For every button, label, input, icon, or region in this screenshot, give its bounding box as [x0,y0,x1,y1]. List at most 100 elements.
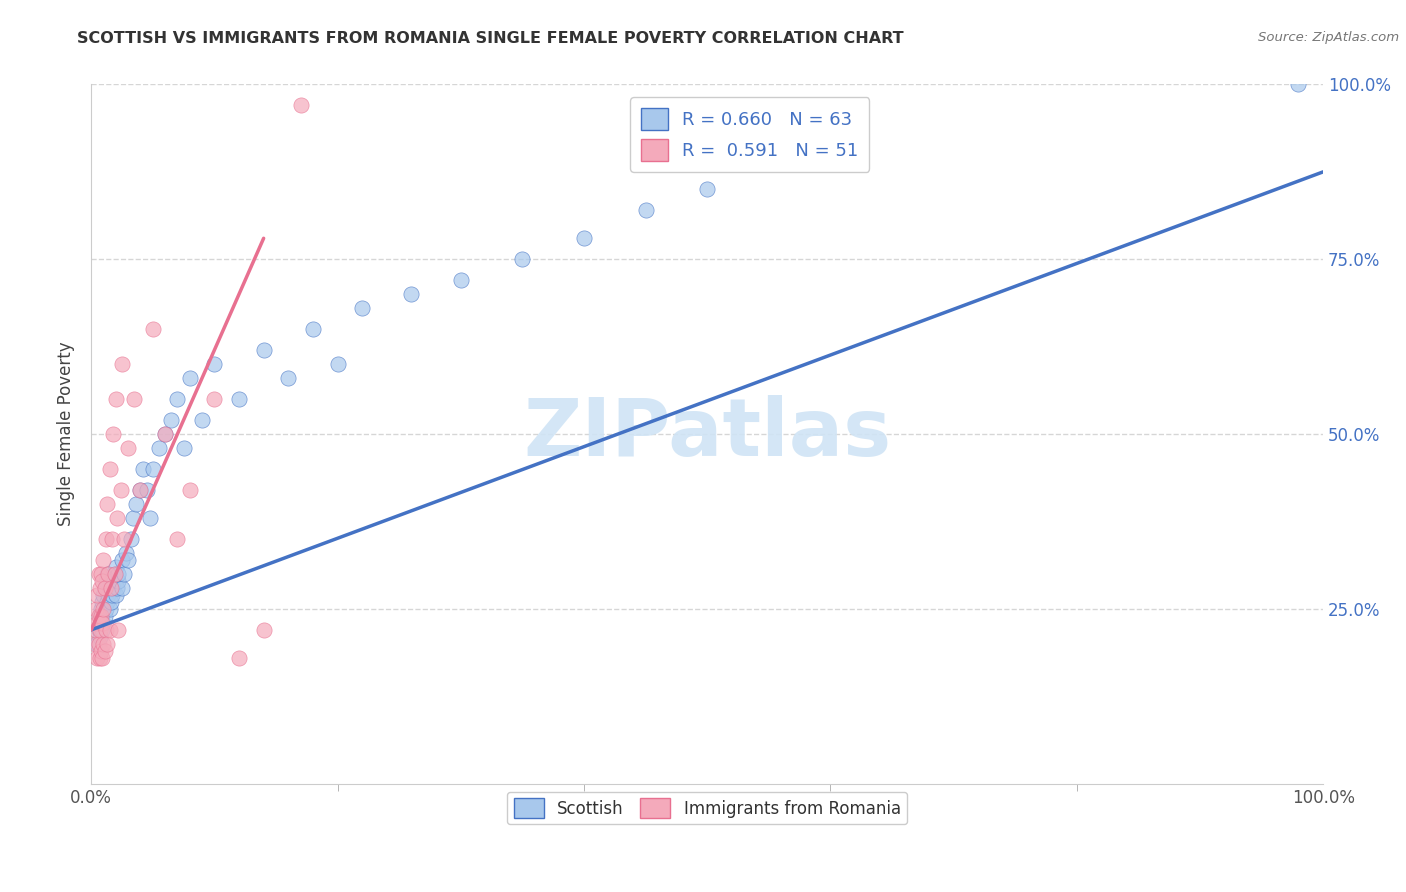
Point [93,553,115,567]
Point [98,581,121,595]
Point [84,602,107,616]
Text: SCOTTISH VS IMMIGRANTS FROM ROMANIA SINGLE FEMALE POVERTY CORRELATION CHART: SCOTTISH VS IMMIGRANTS FROM ROMANIA SING… [77,31,904,46]
Point [96,595,118,609]
Point [112,566,135,581]
Point [166,392,188,406]
Point [90,602,112,616]
Point [122,392,145,406]
Point [91,615,114,630]
Point [166,532,188,546]
Point [132,462,155,476]
Point [103,581,125,595]
Point [110,483,132,497]
Point [93,581,115,595]
Point [101,588,124,602]
Point [111,581,134,595]
Point [107,623,129,637]
Point [111,357,134,371]
Point [87,608,110,623]
Point [96,566,118,581]
Point [87,623,110,637]
Point [148,441,170,455]
Point [117,441,139,455]
Point [114,546,136,560]
Point [96,497,118,511]
Point [90,615,112,630]
Point [96,637,118,651]
Point [104,588,127,602]
Point [129,483,152,497]
Point [277,371,299,385]
Point [93,588,115,602]
Point [1288,78,1310,92]
Point [104,560,127,574]
Legend: Scottish, Immigrants from Romania: Scottish, Immigrants from Romania [508,792,907,824]
Point [89,608,111,623]
Point [94,623,117,637]
Point [117,553,139,567]
Point [94,574,117,588]
Point [142,462,165,476]
Point [228,651,250,665]
Point [160,413,183,427]
Point [97,566,120,581]
Point [111,553,134,567]
Point [139,511,162,525]
Point [91,595,114,609]
Point [90,608,112,623]
Point [90,566,112,581]
Point [87,637,110,651]
Point [696,182,718,196]
Point [91,651,114,665]
Point [104,392,127,406]
Point [90,644,112,658]
Point [97,588,120,602]
Point [94,532,117,546]
Point [302,322,325,336]
Point [87,566,110,581]
Point [191,413,214,427]
Point [512,252,534,267]
Point [101,532,124,546]
Point [93,615,115,630]
Point [228,392,250,406]
Point [634,203,657,218]
Point [107,574,129,588]
Point [89,630,111,644]
Point [100,574,122,588]
Point [84,623,107,637]
Point [86,637,108,651]
Point [290,98,312,112]
Text: ZIPatlas: ZIPatlas [523,395,891,473]
Point [83,637,105,651]
Point [91,574,114,588]
Point [173,441,195,455]
Point [93,637,115,651]
Point [93,602,115,616]
Point [120,532,142,546]
Point [253,343,276,358]
Y-axis label: Single Female Poverty: Single Female Poverty [58,342,75,526]
Point [100,595,122,609]
Point [103,566,125,581]
Point [86,615,108,630]
Point [93,608,115,623]
Point [129,483,152,497]
Point [89,651,111,665]
Point [100,581,122,595]
Point [93,644,115,658]
Point [122,511,145,525]
Point [142,322,165,336]
Point [401,287,423,301]
Point [326,357,349,371]
Point [352,301,374,316]
Point [202,392,225,406]
Point [105,581,128,595]
Point [179,371,201,385]
Point [135,483,157,497]
Point [124,497,146,511]
Point [86,651,108,665]
Point [98,623,121,637]
Point [98,462,121,476]
Point [91,623,114,637]
